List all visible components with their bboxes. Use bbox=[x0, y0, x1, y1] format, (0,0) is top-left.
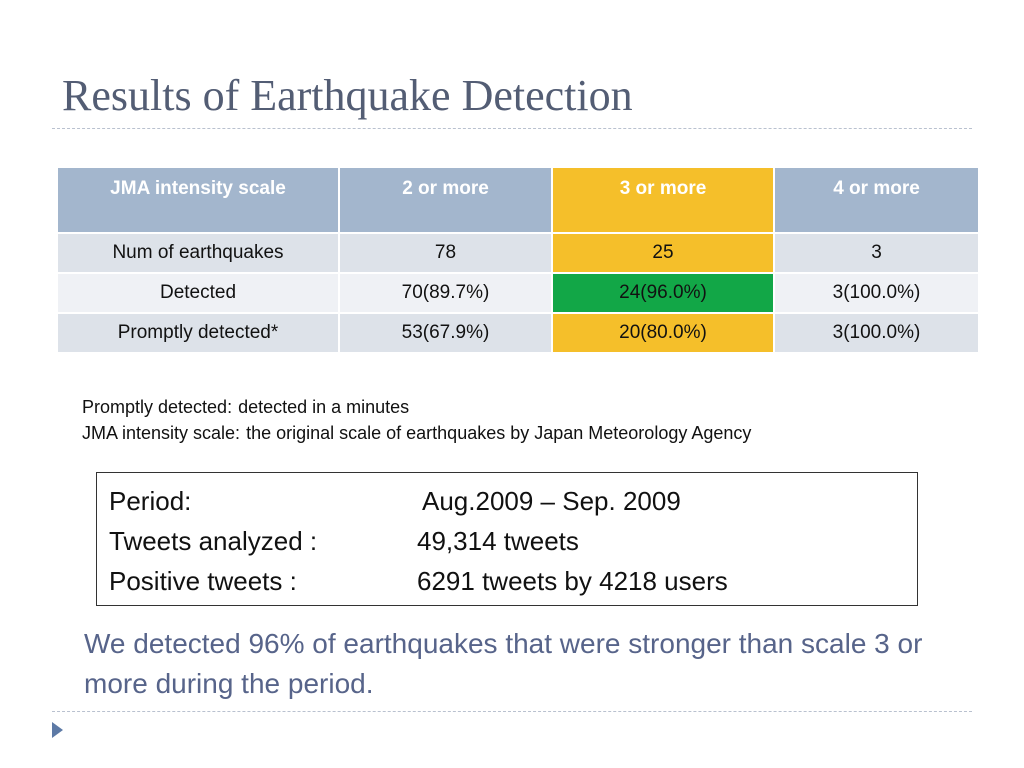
table-cell: 53(67.9%) bbox=[338, 312, 553, 354]
footnote-jma-scale: JMA intensity scale: the original scale o… bbox=[82, 420, 751, 446]
table-cell: 3(100.0%) bbox=[773, 272, 980, 314]
header-4-or-more: 4 or more bbox=[773, 166, 980, 234]
footnote-promptly-detected: Promptly detected: detected in a minutes bbox=[82, 394, 751, 420]
header-intensity-scale: JMA intensity scale bbox=[56, 166, 340, 234]
table-row: Detected 70(89.7%) 24(96.0%) 3(100.0%) bbox=[56, 272, 980, 314]
stat-row-tweets-analyzed: Tweets analyzed : 49,314 tweets bbox=[109, 523, 917, 563]
header-2-or-more: 2 or more bbox=[338, 166, 553, 234]
stat-row-positive-tweets: Positive tweets : 6291 tweets by 4218 us… bbox=[109, 563, 917, 603]
table-header-row: JMA intensity scale 2 or more 3 or more … bbox=[56, 166, 980, 234]
table-cell: 25 bbox=[551, 232, 775, 274]
title-divider bbox=[52, 128, 972, 129]
table-cell: 20(80.0%) bbox=[551, 312, 775, 354]
slide-title: Results of Earthquake Detection bbox=[62, 71, 633, 120]
table-cell: 78 bbox=[338, 232, 553, 274]
table-row: Num of earthquakes 78 25 3 bbox=[56, 232, 980, 274]
row-label-detected: Detected bbox=[56, 272, 340, 314]
footnote-definition: the original scale of earthquakes by Jap… bbox=[246, 423, 752, 443]
footnote-term: Promptly detected: bbox=[82, 397, 233, 417]
row-label-promptly-detected: Promptly detected* bbox=[56, 312, 340, 354]
footnote-term: JMA intensity scale: bbox=[82, 423, 241, 443]
stat-value: 6291 tweets by 4218 users bbox=[417, 566, 728, 596]
conclusion-text: We detected 96% of earthquakes that were… bbox=[84, 628, 923, 699]
header-3-or-more: 3 or more bbox=[551, 166, 775, 234]
table-cell: 3 bbox=[773, 232, 980, 274]
results-table: JMA intensity scale 2 or more 3 or more … bbox=[56, 166, 980, 354]
stat-label: Tweets analyzed : bbox=[109, 526, 318, 556]
stat-value: Aug.2009 – Sep. 2009 bbox=[422, 486, 681, 516]
stat-value: 49,314 tweets bbox=[417, 526, 579, 556]
footnote-definition: detected in a minutes bbox=[238, 397, 410, 417]
row-label-num-earthquakes: Num of earthquakes bbox=[56, 232, 340, 274]
table-cell: 3(100.0%) bbox=[773, 312, 980, 354]
table-row: Promptly detected* 53(67.9%) 20(80.0%) 3… bbox=[56, 312, 980, 354]
table-cell: 24(96.0%) bbox=[551, 272, 775, 314]
stat-label: Positive tweets : bbox=[109, 566, 297, 596]
stats-box: Period: Aug.2009 – Sep. 2009 Tweets anal… bbox=[96, 472, 918, 606]
footer-divider bbox=[52, 711, 972, 712]
stat-label: Period: bbox=[109, 486, 192, 516]
stat-row-period: Period: Aug.2009 – Sep. 2009 bbox=[109, 483, 917, 523]
footnotes: Promptly detected: detected in a minutes … bbox=[82, 394, 751, 446]
triangle-right-icon bbox=[52, 722, 63, 738]
table-cell: 70(89.7%) bbox=[338, 272, 553, 314]
